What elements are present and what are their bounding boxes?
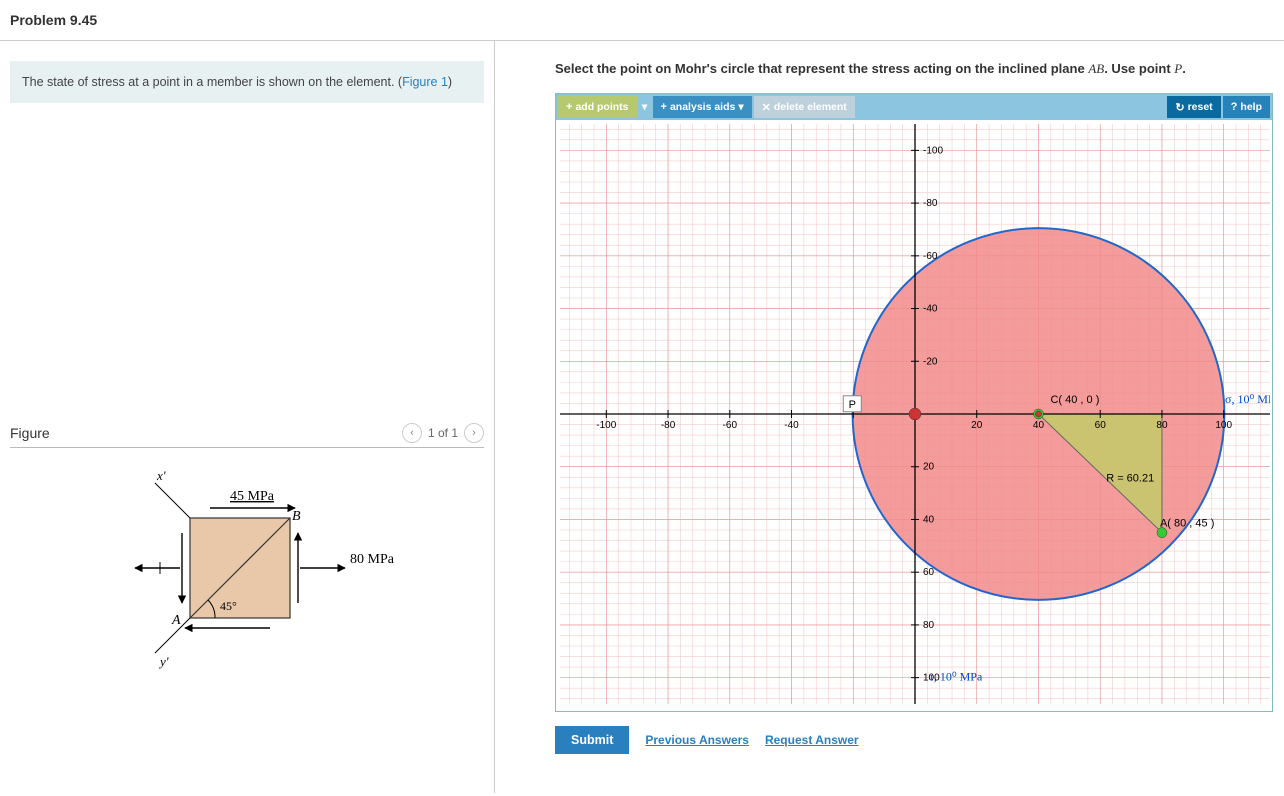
plus-icon: +	[661, 101, 667, 113]
analysis-aids-label: analysis aids	[670, 101, 735, 113]
help-label: help	[1240, 101, 1262, 113]
svg-text:20: 20	[971, 420, 983, 431]
prompt-text: The state of stress at a point in a memb…	[22, 75, 402, 89]
page-header: Problem 9.45	[0, 0, 1284, 41]
svg-text:40: 40	[923, 514, 935, 525]
right-pane: Select the point on Mohr's circle that r…	[495, 41, 1284, 793]
svg-text:P: P	[849, 399, 856, 411]
svg-text:-40: -40	[923, 304, 938, 315]
svg-text:τ, 10⁰ MPa: τ, 10⁰ MPa	[929, 670, 983, 684]
svg-text:60: 60	[1095, 420, 1107, 431]
svg-text:40: 40	[1033, 420, 1045, 431]
plus-icon: +	[566, 101, 572, 113]
figure-header: Figure ‹ 1 of 1 ›	[10, 423, 484, 448]
figure-link[interactable]: Figure 1	[402, 75, 448, 89]
previous-answers-link[interactable]: Previous Answers	[645, 733, 749, 747]
action-row: Submit Previous Answers Request Answer	[555, 726, 1274, 754]
figure-body: 45° 45 MPa 80 MPa x' y' A B	[10, 448, 484, 691]
problem-title: Problem 9.45	[10, 12, 1274, 28]
plot-toolbar: +add points ▾ +analysis aids▾ ✕delete el…	[556, 94, 1272, 120]
svg-text:-80: -80	[661, 420, 676, 431]
prompt-suffix: )	[448, 75, 452, 89]
svg-text:45 MPa: 45 MPa	[230, 489, 275, 504]
svg-text:A( 80 , 45 ): A( 80 , 45 )	[1160, 518, 1214, 530]
svg-text:-60: -60	[923, 251, 938, 262]
x-icon: ✕	[762, 101, 771, 114]
svg-text:-80: -80	[923, 198, 938, 209]
svg-text:B: B	[292, 509, 301, 524]
stress-element-diagram: 45° 45 MPa 80 MPa x' y' A B	[50, 468, 410, 688]
svg-text:80: 80	[923, 620, 935, 631]
help-icon: ?	[1231, 101, 1238, 113]
add-points-label: add points	[575, 101, 628, 113]
mohr-circle-plot[interactable]: -100 -80 -60 -40 20 40 60 80 100 -100 -80 -60 -40 -20…	[560, 124, 1270, 704]
pager-next-button[interactable]: ›	[464, 423, 484, 443]
svg-text:-60: -60	[723, 420, 738, 431]
main-split: The state of stress at a point in a memb…	[0, 41, 1284, 793]
pager-text: 1 of 1	[428, 426, 458, 440]
svg-text:-20: -20	[923, 356, 938, 367]
svg-text:x': x'	[156, 468, 166, 483]
figure-title: Figure	[10, 425, 50, 441]
reset-label: reset	[1188, 101, 1213, 113]
instruction-mid: . Use point	[1104, 61, 1174, 76]
left-pane: The state of stress at a point in a memb…	[0, 41, 495, 793]
svg-text:45°: 45°	[220, 599, 237, 613]
svg-text:80 MPa: 80 MPa	[350, 552, 395, 567]
instruction-text: Select the point on Mohr's circle that r…	[555, 61, 1274, 77]
svg-text:C( 40 , 0 ): C( 40 , 0 )	[1050, 394, 1099, 406]
svg-text:R = 60.21: R = 60.21	[1106, 472, 1154, 484]
submit-button[interactable]: Submit	[555, 726, 629, 754]
svg-text:80: 80	[1156, 420, 1168, 431]
reset-icon: ↻	[1175, 101, 1184, 114]
help-button[interactable]: ?help	[1223, 96, 1270, 118]
svg-text:20: 20	[923, 462, 935, 473]
svg-text:-100: -100	[923, 145, 943, 156]
problem-prompt: The state of stress at a point in a memb…	[10, 61, 484, 103]
toolbar-spacer	[857, 96, 1166, 118]
plot-area[interactable]: -100 -80 -60 -40 20 40 60 80 100 -100 -80 -60 -40 -20…	[556, 120, 1272, 711]
reset-button[interactable]: ↻ reset	[1167, 96, 1220, 118]
svg-text:60: 60	[923, 567, 935, 578]
delete-element-button[interactable]: ✕delete element	[754, 96, 855, 118]
svg-text:σ, 10⁰ MPa: σ, 10⁰ MPa	[1225, 392, 1270, 406]
svg-text:A: A	[171, 613, 181, 628]
svg-text:y': y'	[158, 654, 169, 669]
add-points-dropdown[interactable]: ▾	[639, 96, 651, 118]
figure-section: Figure ‹ 1 of 1 › 45° 45 MPa 80 MPa x' y' A B	[0, 423, 494, 691]
delete-element-label: delete element	[774, 101, 847, 113]
plane-AB: AB	[1088, 61, 1104, 76]
analysis-aids-button[interactable]: +analysis aids▾	[653, 96, 752, 118]
figure-pager: ‹ 1 of 1 ›	[402, 423, 484, 443]
svg-text:-40: -40	[784, 420, 799, 431]
instruction-pre: Select the point on Mohr's circle that r…	[555, 61, 1088, 76]
svg-text:100: 100	[1215, 420, 1232, 431]
pager-prev-button[interactable]: ‹	[402, 423, 422, 443]
instruction-post: .	[1182, 61, 1186, 76]
request-answer-link[interactable]: Request Answer	[765, 733, 859, 747]
add-points-button[interactable]: +add points	[558, 96, 637, 118]
chevron-down-icon: ▾	[738, 101, 743, 113]
mohr-plot-container: +add points ▾ +analysis aids▾ ✕delete el…	[555, 93, 1273, 712]
svg-text:-100: -100	[596, 420, 616, 431]
